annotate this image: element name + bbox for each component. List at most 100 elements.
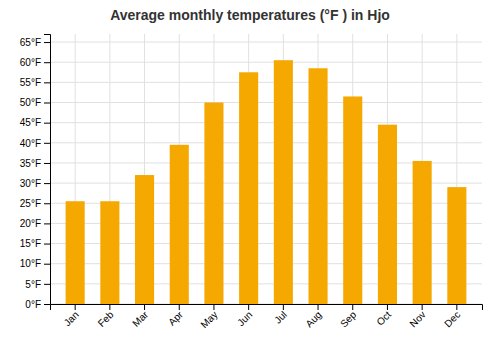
y-tick: 40°F	[20, 138, 50, 149]
bar	[447, 187, 466, 304]
x-axis-line	[51, 305, 483, 311]
x-tick: Apr	[166, 304, 185, 328]
y-tick-label: 55°F	[20, 77, 41, 88]
bar	[100, 201, 119, 304]
x-tick: Oct	[374, 304, 393, 328]
y-tick-label: 65°F	[20, 37, 41, 48]
y-axis: 0°F5°F10°F15°F20°F25°F30°F35°F40°F45°F50…	[20, 35, 51, 310]
x-tick-mark	[318, 304, 319, 310]
x-tick-mark	[144, 304, 145, 310]
y-tick-label: 20°F	[20, 218, 41, 229]
x-tick-label: Jun	[235, 309, 254, 328]
x-tick-mark	[248, 304, 249, 310]
y-tick-mark	[44, 42, 50, 43]
bar	[343, 96, 362, 304]
y-tick: 45°F	[20, 117, 50, 128]
x-tick-label: Mar	[130, 308, 150, 328]
x-tick-label: Dec	[442, 309, 462, 329]
x-tick-mark	[456, 304, 457, 310]
x-tick-label: Nov	[407, 309, 427, 329]
x-tick-label: Apr	[166, 308, 185, 327]
x-tick-mark	[109, 304, 110, 310]
x-tick-label: Jul	[272, 309, 289, 326]
bar	[274, 60, 293, 304]
bar	[413, 161, 432, 304]
y-tick: 30°F	[20, 178, 50, 189]
bar	[66, 201, 85, 304]
y-tick-label: 15°F	[20, 238, 41, 249]
x-tick-mark	[352, 304, 353, 310]
bar	[135, 175, 154, 304]
x-tick: Sep	[338, 304, 359, 329]
chart-container: Jan Feb Mar Apr May Jun Jul Aug Sep Oct Nov Dec 0°F 5…	[0, 0, 500, 350]
y-tick: 60°F	[20, 57, 50, 68]
y-tick-mark	[44, 264, 50, 265]
x-tick: Jan	[62, 304, 81, 328]
y-tick-mark	[44, 143, 50, 144]
x-tick-label: Feb	[96, 309, 116, 329]
y-tick-label: 5°F	[25, 279, 41, 290]
x-tick: Feb	[96, 304, 116, 329]
x-tick: Mar	[130, 304, 150, 329]
y-tick-mark	[44, 82, 50, 83]
x-tick-mark	[179, 304, 180, 310]
y-grid-line	[50, 122, 482, 123]
y-grid-line	[50, 102, 482, 103]
y-tick-label: 35°F	[20, 158, 41, 169]
y-tick-mark	[44, 163, 50, 164]
chart-svg: Jan Feb Mar Apr May Jun Jul Aug Sep Oct Nov Dec 0°F 5…	[0, 0, 500, 350]
x-axis: Jan Feb Mar Apr May Jun Jul Aug Sep Oct Nov Dec	[51, 304, 483, 330]
bar	[378, 125, 397, 304]
bars	[66, 60, 467, 304]
y-tick-mark	[44, 244, 50, 245]
y-tick-mark	[44, 223, 50, 224]
y-tick: 50°F	[20, 97, 50, 108]
y-tick: 65°F	[20, 37, 50, 48]
y-tick-mark	[44, 203, 50, 204]
y-tick-label: 60°F	[20, 57, 41, 68]
y-tick: 55°F	[20, 77, 50, 88]
x-tick: Nov	[407, 304, 427, 329]
x-tick-label: Aug	[303, 309, 323, 329]
y-tick-label: 30°F	[20, 178, 41, 189]
bar	[309, 68, 328, 304]
y-grid-line	[50, 62, 482, 63]
x-tick: Dec	[442, 304, 462, 329]
y-tick-mark	[44, 304, 50, 305]
y-tick: 25°F	[20, 198, 50, 209]
x-tick-label: Jan	[62, 309, 81, 328]
y-tick-mark	[44, 183, 50, 184]
y-tick-label: 45°F	[20, 117, 41, 128]
y-tick-label: 25°F	[20, 198, 41, 209]
y-tick: 5°F	[25, 279, 50, 290]
x-tick: May	[198, 304, 219, 330]
y-tick-mark	[44, 123, 50, 124]
x-tick-mark	[422, 304, 423, 310]
bar	[204, 103, 223, 304]
x-tick-label: Sep	[338, 309, 359, 330]
y-tick: 15°F	[20, 238, 50, 249]
x-tick-label: May	[198, 309, 219, 330]
x-tick-mark	[387, 304, 388, 310]
title: Average monthly temperatures (°F ) in Hj…	[110, 7, 390, 23]
y-tick-mark	[44, 284, 50, 285]
y-axis-line	[44, 35, 51, 305]
y-grid-line	[50, 82, 482, 83]
y-tick: 0°F	[25, 299, 50, 310]
x-tick-mark	[213, 304, 214, 310]
grid	[50, 34, 482, 304]
x-tick-label: Oct	[374, 309, 393, 328]
x-tick: Jul	[272, 304, 289, 326]
bar	[239, 72, 258, 304]
x-tick: Aug	[303, 304, 323, 329]
y-grid-line	[50, 42, 482, 43]
bar	[170, 145, 189, 304]
y-tick-label: 40°F	[20, 138, 41, 149]
x-tick: Jun	[235, 304, 254, 328]
x-tick-mark	[75, 304, 76, 310]
y-tick-mark	[44, 103, 50, 104]
y-tick: 35°F	[20, 158, 50, 169]
y-tick-mark	[44, 62, 50, 63]
x-tick-mark	[283, 304, 284, 310]
y-tick: 20°F	[20, 218, 50, 229]
